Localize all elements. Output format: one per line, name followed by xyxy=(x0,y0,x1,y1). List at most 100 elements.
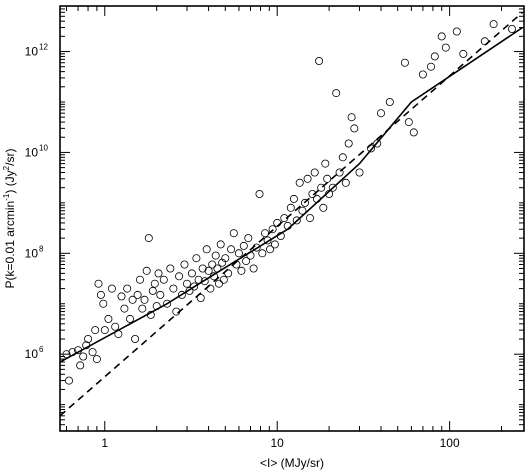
data-point xyxy=(126,314,135,323)
data-point xyxy=(239,241,248,250)
data-point xyxy=(185,286,194,295)
data-point xyxy=(260,229,269,238)
dashed-fit-line xyxy=(60,11,524,417)
data-point xyxy=(117,292,126,301)
data-point xyxy=(144,234,153,243)
data-point xyxy=(182,279,191,288)
data-point xyxy=(404,118,413,127)
data-point xyxy=(268,225,277,234)
data-point xyxy=(166,264,175,273)
data-point xyxy=(258,249,267,258)
data-point xyxy=(187,269,196,278)
data-points xyxy=(62,20,516,385)
data-point xyxy=(196,293,205,302)
data-point xyxy=(459,49,468,58)
data-point xyxy=(426,62,435,71)
data-point xyxy=(131,334,140,343)
data-point xyxy=(323,174,332,183)
data-point xyxy=(489,20,498,29)
x-tick-label: 100 xyxy=(440,436,460,450)
y-axis-label-superscript: -1 xyxy=(2,193,11,201)
data-point xyxy=(283,221,292,230)
data-point xyxy=(332,89,341,98)
data-point xyxy=(96,290,105,299)
data-point xyxy=(292,216,301,225)
data-point xyxy=(128,295,137,304)
data-point xyxy=(163,299,172,308)
data-point xyxy=(355,168,364,177)
data-point xyxy=(430,52,439,61)
data-point xyxy=(347,113,356,122)
data-point xyxy=(74,346,83,355)
y-tick-label-exponent: 12 xyxy=(39,43,48,52)
data-point xyxy=(409,128,418,137)
data-point xyxy=(237,266,246,275)
data-point xyxy=(335,168,344,177)
data-point xyxy=(99,299,108,308)
data-point xyxy=(214,279,223,288)
data-point xyxy=(232,260,241,269)
y-axis-label-part: ) (Jy xyxy=(3,170,17,193)
data-point xyxy=(289,194,298,203)
data-point xyxy=(507,24,516,33)
data-point xyxy=(270,240,279,249)
y-axis-label-part: P(k=0.01 arcmin xyxy=(3,201,17,289)
data-point xyxy=(79,352,88,361)
data-point xyxy=(400,58,409,67)
axis-ticks xyxy=(60,5,524,432)
y-tick-label: 10 xyxy=(25,45,39,59)
y-axis-label: P(k=0.01 arcmin-1) (Jy2/sr) xyxy=(2,149,17,289)
data-point xyxy=(227,245,236,254)
data-point xyxy=(92,355,101,364)
data-point xyxy=(328,183,337,192)
x-tick-label: 10 xyxy=(271,436,285,450)
data-point xyxy=(315,57,324,66)
data-point xyxy=(208,260,217,269)
y-tick-label: 10 xyxy=(25,246,39,260)
data-point xyxy=(123,284,132,293)
data-point xyxy=(246,251,255,260)
data-point xyxy=(135,275,144,284)
data-point xyxy=(344,139,353,148)
y-tick-label-exponent: 6 xyxy=(39,345,44,354)
data-point xyxy=(107,284,116,293)
plot-area xyxy=(60,11,524,417)
data-point xyxy=(376,109,385,118)
data-point xyxy=(221,254,230,263)
y-tick-label-exponent: 10 xyxy=(39,143,48,152)
data-point xyxy=(341,178,350,187)
y-axis-label-superscript: 2 xyxy=(2,165,11,170)
data-point xyxy=(142,266,151,275)
data-point xyxy=(218,258,227,267)
data-point xyxy=(156,290,165,299)
data-point xyxy=(111,322,120,331)
data-point xyxy=(317,183,326,192)
data-point xyxy=(418,70,427,79)
y-tick-label: 10 xyxy=(25,347,39,361)
data-point xyxy=(216,240,225,249)
data-point xyxy=(441,43,450,52)
data-point xyxy=(263,236,272,245)
data-point xyxy=(94,279,103,288)
data-point xyxy=(276,231,285,240)
data-point xyxy=(180,260,189,269)
data-point xyxy=(295,178,304,187)
data-point xyxy=(229,229,238,238)
data-point xyxy=(249,264,258,273)
data-point xyxy=(200,277,209,286)
data-point xyxy=(177,290,186,299)
data-point xyxy=(146,310,155,319)
data-point xyxy=(234,249,243,258)
data-point xyxy=(202,245,211,254)
data-point xyxy=(310,168,319,177)
data-point xyxy=(280,214,289,223)
data-point xyxy=(88,348,97,357)
data-point xyxy=(300,198,309,207)
data-point xyxy=(120,304,129,313)
data-point xyxy=(150,279,159,288)
data-point xyxy=(152,302,161,311)
x-tick-label: 1 xyxy=(101,436,108,450)
data-point xyxy=(148,286,157,295)
data-point xyxy=(68,348,77,357)
